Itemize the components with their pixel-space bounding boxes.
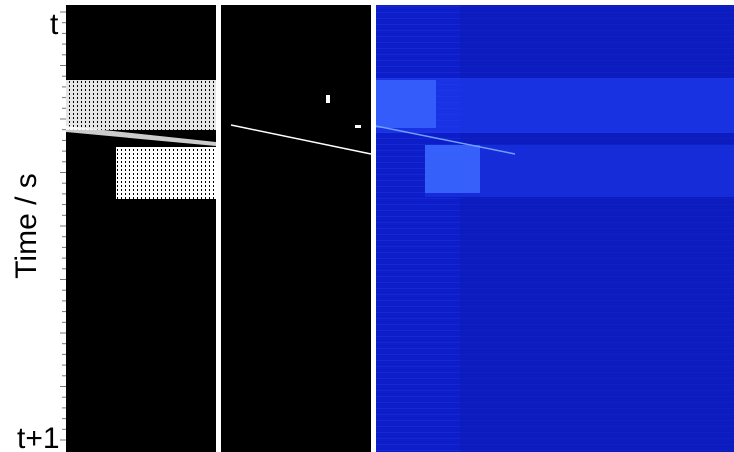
panel-background (66, 5, 216, 452)
end-label: t+1 (17, 422, 60, 452)
event-edge (66, 126, 216, 146)
event-region (66, 80, 216, 130)
event-region (116, 147, 216, 199)
event-line (230, 124, 372, 155)
panel-shade (460, 5, 734, 452)
event-highlight (376, 80, 436, 128)
event-speck (355, 125, 361, 128)
separator (371, 5, 376, 452)
panel-background (221, 5, 371, 452)
panel-edges (221, 5, 372, 452)
separator (216, 5, 221, 452)
axis-label: Time / s (10, 173, 43, 279)
start-label: t (50, 8, 59, 41)
event-line (375, 125, 516, 155)
axis-ticks (60, 11, 66, 441)
panel-binary (66, 5, 216, 452)
event-speck (326, 95, 330, 103)
panel-intensity (375, 5, 734, 452)
event-highlight (425, 145, 480, 193)
